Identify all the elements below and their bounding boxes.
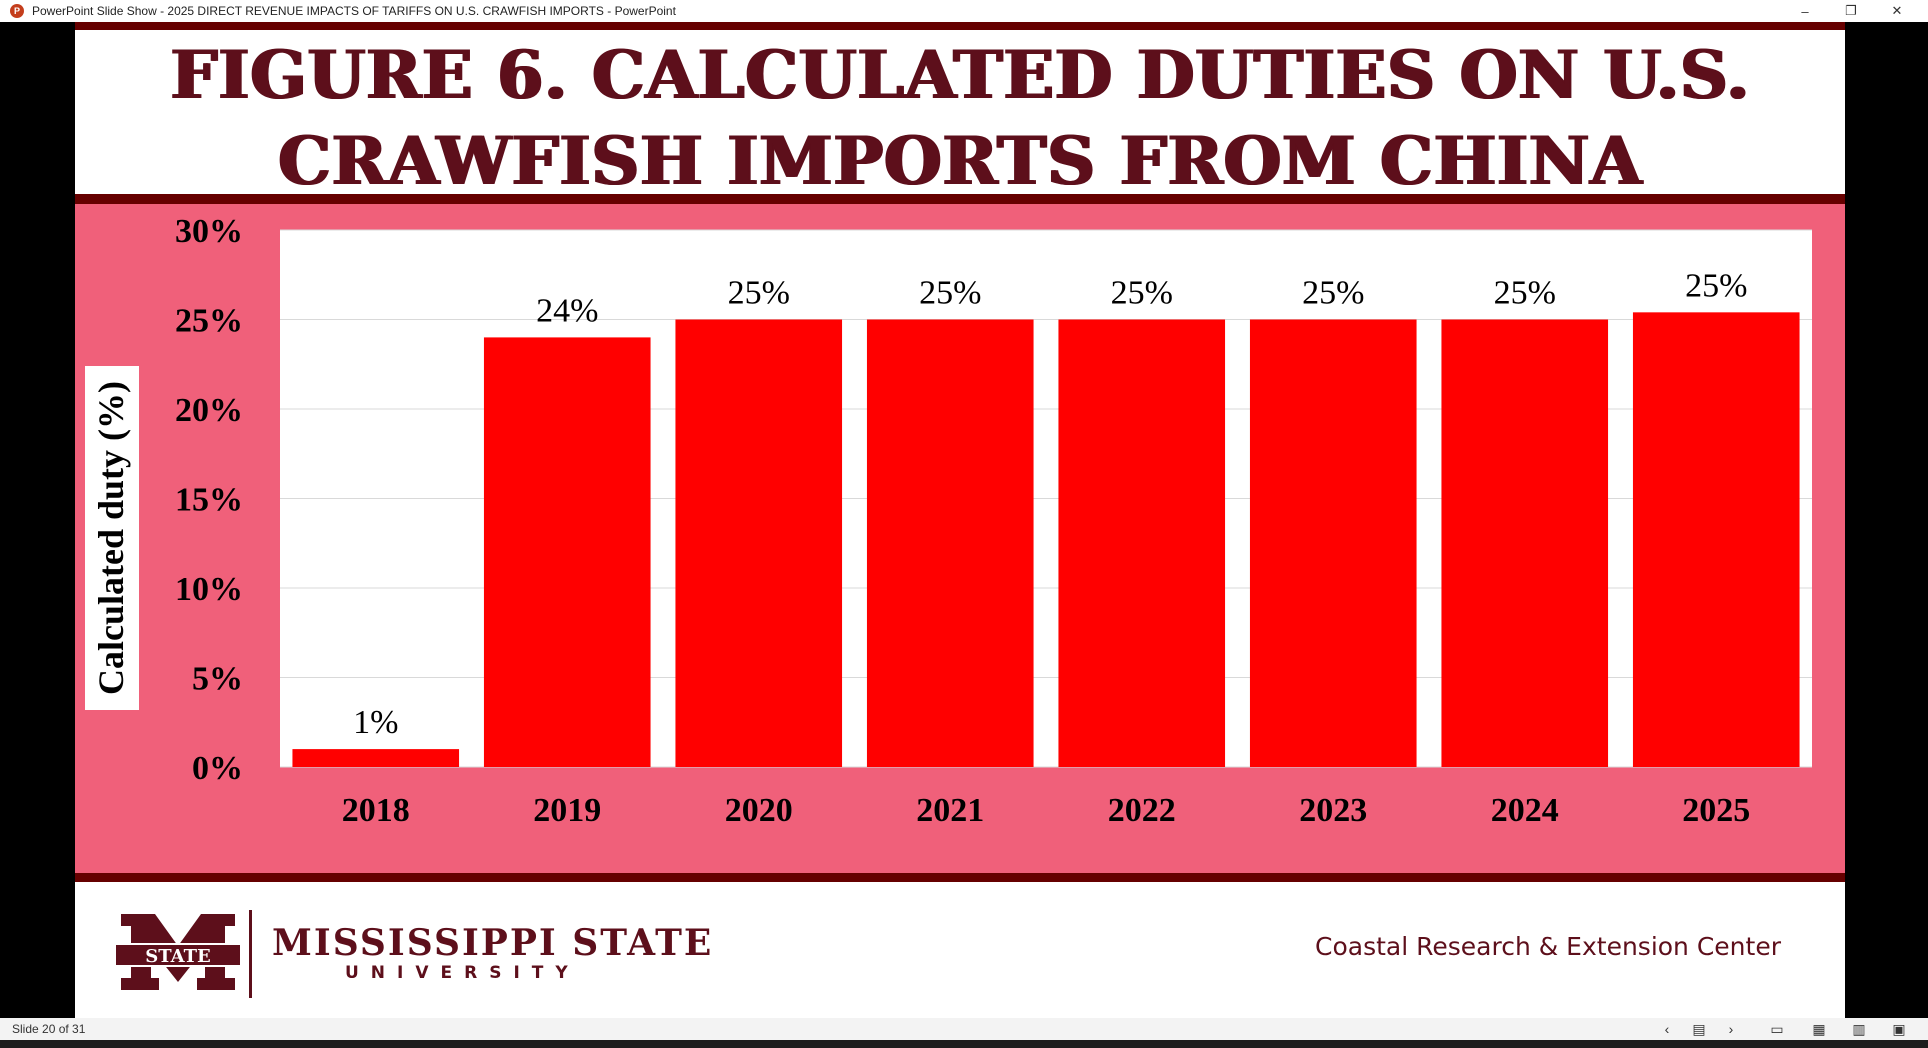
reading-view-icon[interactable]: ▥ <box>1852 1020 1866 1037</box>
duty-bar-chart: 0% 5% 10% 15% 20% 25% 30% 2018 2019 2020 2021 2022… <box>85 213 1812 829</box>
university-subtitle: UNIVERSITY <box>345 963 580 983</box>
taskbar-strip <box>0 1040 1928 1048</box>
x-tick-label: 2024 <box>1491 792 1559 829</box>
x-tick-label: 2021 <box>916 792 984 829</box>
title-rule <box>75 194 1845 204</box>
y-tick-labels: 0% 5% 10% 15% 20% 25% 30% <box>175 213 243 787</box>
data-labels: 1% 24% 25% 25% 25% 25% 25% 25% <box>353 267 1747 741</box>
bar <box>1058 319 1226 767</box>
restore-button[interactable]: ❐ <box>1845 3 1857 18</box>
previous-slide-icon[interactable]: ‹ <box>1664 1021 1670 1037</box>
logo-divider <box>249 910 252 998</box>
window-titlebar: P PowerPoint Slide Show - 2025 DIRECT RE… <box>0 0 1928 22</box>
slide-menu-icon[interactable]: ▤ <box>1692 1020 1706 1037</box>
center-name: Coastal Research & Extension Center <box>1315 932 1781 961</box>
x-tick-label: 2023 <box>1299 792 1367 829</box>
x-tick-label: 2019 <box>533 792 601 829</box>
y-tick-label: 0% <box>192 750 243 787</box>
statusbar: Slide 20 of 31 <box>0 1018 1928 1040</box>
data-label: 25% <box>1111 275 1173 312</box>
msu-logo: STATE <box>115 914 241 990</box>
slide-counter: Slide 20 of 31 <box>12 1022 86 1036</box>
slideshow-view-icon[interactable]: ▣ <box>1892 1020 1906 1037</box>
data-label: 25% <box>1494 275 1556 312</box>
slide-canvas: FIGURE 6. CALCULATED DUTIES ON U.S. CRAW… <box>75 22 1845 1018</box>
y-tick-label: 30% <box>175 213 243 250</box>
x-tick-label: 2018 <box>342 792 410 829</box>
slide-title: FIGURE 6. CALCULATED DUTIES ON U.S. CRAW… <box>75 32 1845 204</box>
x-tick-label: 2025 <box>1682 792 1750 829</box>
data-label: 25% <box>728 275 790 312</box>
bar <box>1441 319 1609 767</box>
normal-view-icon[interactable]: ▭ <box>1770 1020 1784 1037</box>
data-label: 25% <box>919 275 981 312</box>
data-label: 25% <box>1685 267 1747 304</box>
close-button[interactable]: ✕ <box>1891 3 1903 18</box>
slide-title-line1: FIGURE 6. CALCULATED DUTIES ON U.S. <box>170 36 1750 114</box>
slide-sorter-icon[interactable]: ▦ <box>1812 1020 1826 1037</box>
university-name: MISSISSIPPI STATE <box>272 922 714 964</box>
powerpoint-app-icon: P <box>10 4 24 18</box>
bars <box>292 312 1800 767</box>
slide-title-line2: CRAWFISH IMPORTS FROM CHINA <box>277 122 1643 200</box>
y-axis-label: Calculated duty (%) <box>91 381 131 695</box>
bar <box>1249 319 1417 767</box>
y-axis-label-box <box>85 366 139 710</box>
bar <box>675 319 843 767</box>
x-tick-label: 2020 <box>725 792 793 829</box>
minimize-button[interactable]: – <box>1801 3 1809 19</box>
data-label: 24% <box>536 292 598 329</box>
footer-rule <box>75 873 1845 882</box>
next-slide-icon[interactable]: › <box>1728 1021 1734 1037</box>
data-label: 1% <box>353 704 398 741</box>
y-tick-label: 10% <box>175 571 243 608</box>
data-label: 25% <box>1302 275 1364 312</box>
y-tick-label: 25% <box>175 303 243 340</box>
y-tick-label: 20% <box>175 392 243 429</box>
chart-panel: 0% 5% 10% 15% 20% 25% 30% 2018 2019 2020 2021 2022… <box>75 204 1845 873</box>
right-margin <box>1900 22 1928 1018</box>
bar <box>483 337 651 767</box>
bar <box>866 319 1034 767</box>
y-tick-label: 15% <box>175 482 243 519</box>
x-tick-labels: 2018 2019 2020 2021 2022 2023 2024 2025 <box>342 792 1751 829</box>
window-title: PowerPoint Slide Show - 2025 DIRECT REVE… <box>32 4 676 18</box>
x-tick-label: 2022 <box>1108 792 1176 829</box>
bar <box>1632 312 1800 767</box>
top-rule <box>75 22 1845 30</box>
y-tick-label: 5% <box>192 661 243 698</box>
bar <box>292 749 460 767</box>
logo-badge-text: STATE <box>145 946 211 967</box>
